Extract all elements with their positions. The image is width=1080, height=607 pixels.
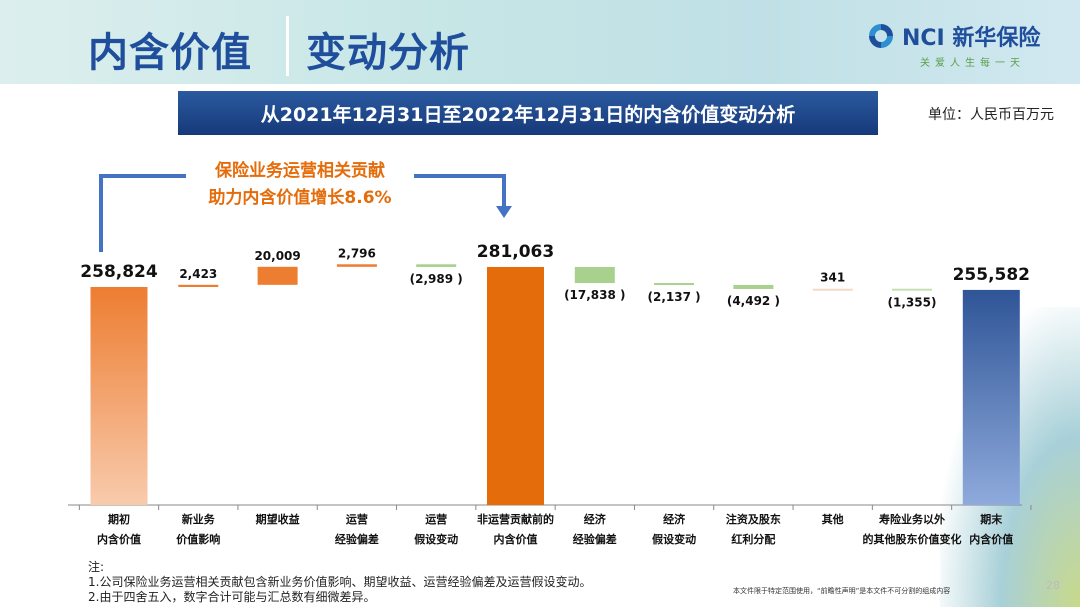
category-label: 内含价值 bbox=[494, 532, 538, 546]
data-label: (1,355) bbox=[888, 296, 937, 310]
bar-decrease bbox=[654, 283, 695, 286]
data-label: 2,423 bbox=[179, 267, 217, 281]
data-label: (2,989 ) bbox=[410, 272, 463, 286]
data-label: 341 bbox=[820, 271, 845, 285]
category-label: 经济 bbox=[584, 512, 607, 526]
category-label: 红利分配 bbox=[731, 532, 775, 546]
chart-title-banner: 从2021年12月31日至2022年12月31日的内含价值变动分析 bbox=[178, 91, 878, 135]
logo-text: NCI 新华保险 bbox=[902, 26, 1041, 51]
category-label: 内含价值 bbox=[969, 532, 1013, 546]
data-label: 2,796 bbox=[338, 246, 376, 260]
category-label: 寿险业务以外 bbox=[879, 512, 945, 526]
data-label: 258,824 bbox=[80, 262, 158, 282]
title-divider bbox=[286, 16, 289, 76]
note-2: 2.由于四舍五入，数字合计可能与汇总数有细微差异。 bbox=[88, 590, 376, 604]
disclaimer: 本文件限于特定范围使用，“前瞻性声明”是本文件不可分割的组成内容 bbox=[733, 587, 951, 595]
page-subtitle: 变动分析 bbox=[306, 30, 470, 76]
category-label: 期望收益 bbox=[256, 512, 300, 526]
category-label: 假设变动 bbox=[414, 532, 458, 546]
category-label: 假设变动 bbox=[652, 532, 696, 546]
category-label: 内含价值 bbox=[97, 532, 141, 546]
category-label: 的其他股东价值变化 bbox=[863, 532, 962, 546]
annotation-line1: 保险业务运营相关贡献 bbox=[215, 161, 385, 181]
bar-total bbox=[962, 289, 1020, 505]
arrow-head-icon bbox=[496, 206, 512, 218]
bar-decrease bbox=[733, 284, 774, 290]
category-label: 期末 bbox=[980, 512, 1003, 526]
bar-total bbox=[90, 286, 148, 505]
bar-increase bbox=[812, 288, 853, 291]
category-label: 新业务 bbox=[182, 512, 216, 526]
logo-icon bbox=[869, 24, 893, 48]
unit-label: 单位：人民币百万元 bbox=[928, 107, 1054, 123]
category-label: 运营 bbox=[346, 512, 368, 526]
bar-increase bbox=[178, 284, 219, 287]
data-label: 281,063 bbox=[477, 242, 554, 262]
category-label: 经验偏差 bbox=[573, 532, 617, 546]
note-1: 1.公司保险业务运营相关贡献包含新业务价值影响、期望收益、运营经验偏差及运营假设… bbox=[88, 575, 592, 589]
bar-increase bbox=[336, 264, 377, 267]
data-label: 255,582 bbox=[953, 265, 1030, 285]
bar-total bbox=[487, 266, 544, 505]
logo: NCI 新华保险 bbox=[866, 20, 1040, 52]
category-label: 非运营贡献前的 bbox=[477, 512, 554, 526]
slogan: 关爱人生每一天 bbox=[920, 58, 1025, 69]
bracket-arrow bbox=[99, 174, 506, 252]
page-title: 内含价值 bbox=[88, 30, 252, 76]
category-label: 经验偏差 bbox=[335, 532, 379, 546]
note-heading: 注: bbox=[88, 560, 105, 574]
category-label: 运营 bbox=[425, 512, 447, 526]
category-label: 注资及股东 bbox=[726, 512, 781, 526]
notes: 注: 1.公司保险业务运营相关贡献包含新业务价值影响、期望收益、运营经验偏差及运… bbox=[88, 560, 591, 605]
bar-decrease bbox=[416, 264, 457, 267]
data-label: (2,137 ) bbox=[648, 290, 701, 304]
data-label: (17,838 ) bbox=[564, 288, 625, 302]
annotation: 保险业务运营相关贡献 助力内含价值增长8.6% bbox=[180, 158, 420, 212]
annotation-line2: 助力内含价值增长8.6% bbox=[208, 188, 392, 208]
header: 内含价值 变动分析 NCI 新华保险 关爱人生每一天 bbox=[0, 0, 1080, 84]
data-label: 20,009 bbox=[254, 249, 300, 263]
category-label: 其他 bbox=[822, 512, 844, 526]
bar-decrease bbox=[892, 288, 932, 291]
bar-increase bbox=[257, 266, 298, 285]
bar-decrease bbox=[574, 266, 615, 284]
category-label: 期初 bbox=[108, 512, 130, 526]
page-number: 28 bbox=[1046, 579, 1060, 592]
data-label: (4,492 ) bbox=[727, 294, 780, 308]
category-label: 经济 bbox=[663, 512, 686, 526]
category-label: 价值影响 bbox=[176, 532, 220, 546]
